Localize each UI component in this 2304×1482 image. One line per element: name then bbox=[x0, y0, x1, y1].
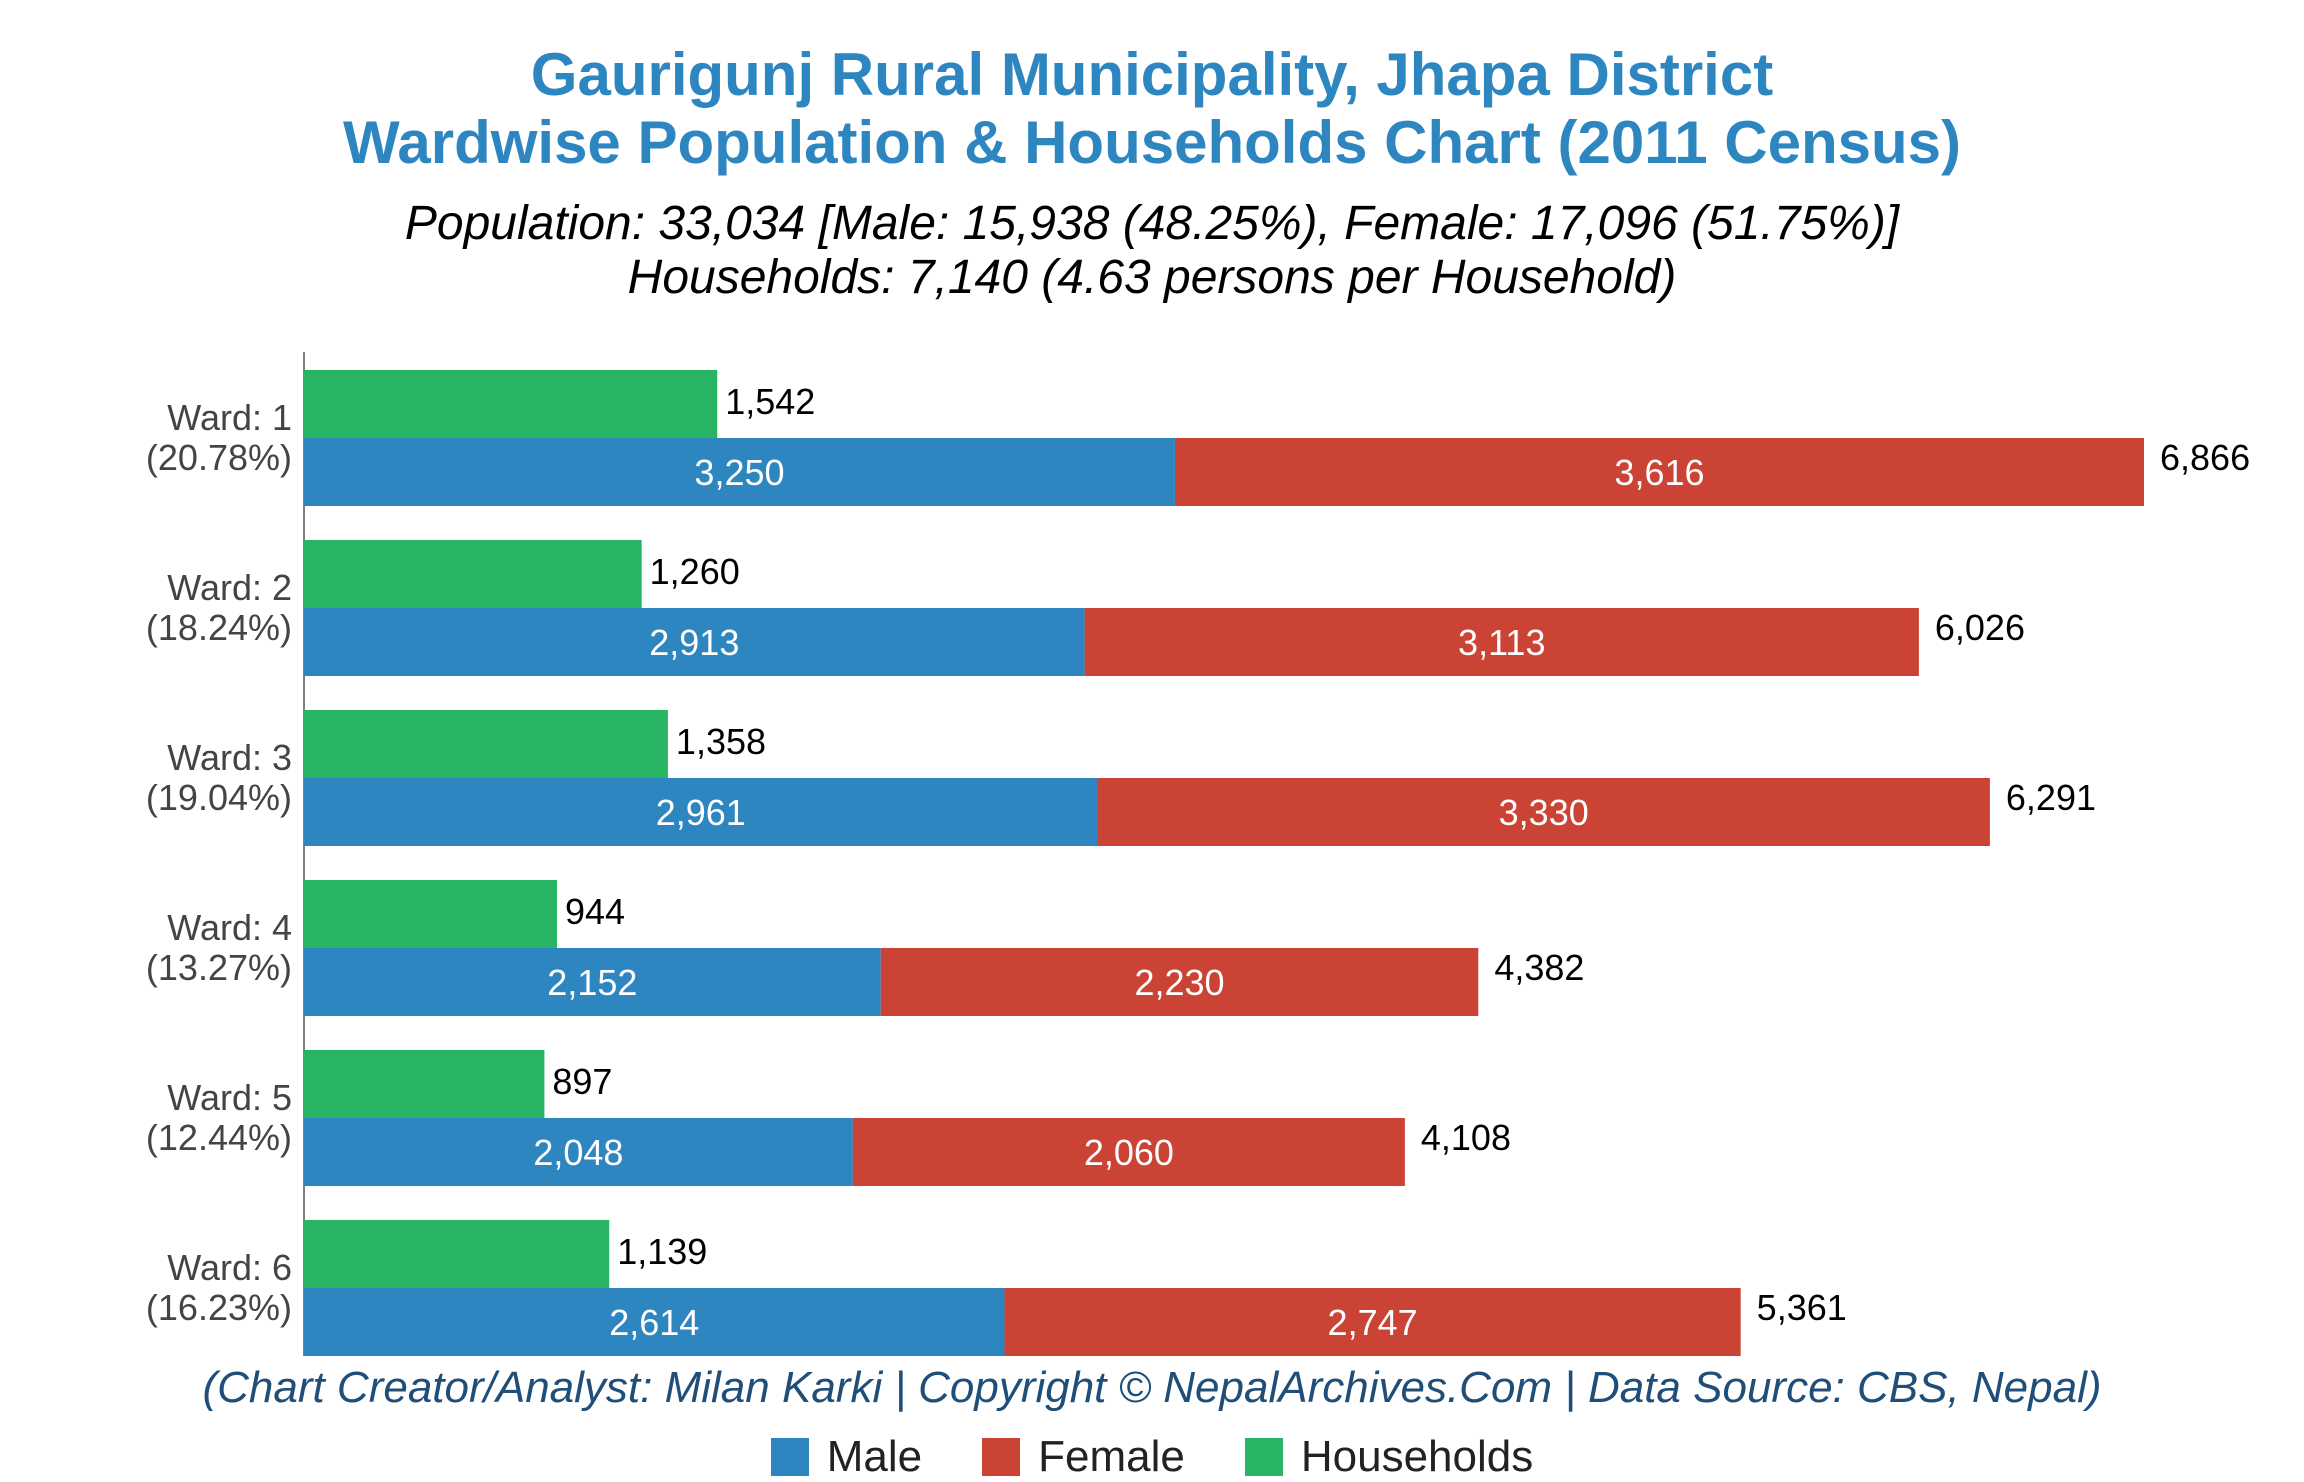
total-value-label: 4,382 bbox=[1494, 947, 1584, 988]
legend-female-label: Female bbox=[1038, 1432, 1185, 1481]
female-bar bbox=[1174, 438, 2144, 506]
households-bar bbox=[304, 1220, 610, 1288]
legend-male-swatch bbox=[770, 1438, 809, 1476]
ward-tick-label: Ward: 1 bbox=[167, 397, 292, 438]
chart-title-line1: Gaurigunj Rural Municipality, Jhapa Dist… bbox=[530, 41, 1774, 108]
households-value-label: 897 bbox=[552, 1061, 612, 1102]
households-value-label: 1,358 bbox=[676, 721, 766, 762]
population-summary: Population: 33,034 [Male: 15,938 (48.25%… bbox=[404, 197, 1900, 250]
female-value-label: 2,747 bbox=[1328, 1302, 1418, 1343]
legend-male: Male bbox=[770, 1432, 923, 1482]
households-value-label: 1,139 bbox=[617, 1231, 707, 1272]
female-bar bbox=[852, 1118, 1405, 1186]
chart-title-line2: Wardwise Population & Households Chart (… bbox=[342, 109, 1962, 176]
households-bar bbox=[304, 880, 557, 948]
ward-share-label: (12.44%) bbox=[146, 1117, 292, 1158]
legend-households: Households bbox=[1244, 1432, 1534, 1482]
female-bar bbox=[1004, 1288, 1741, 1356]
ward-tick-label: Ward: 3 bbox=[167, 737, 292, 778]
male-bar bbox=[304, 1288, 1005, 1356]
ward-share-label: (13.27%) bbox=[146, 947, 292, 988]
female-bar bbox=[1097, 778, 1990, 846]
households-bar bbox=[304, 1050, 545, 1118]
legend-households-swatch bbox=[1244, 1438, 1283, 1476]
total-value-label: 6,026 bbox=[1935, 607, 2025, 648]
ward-tick-label: Ward: 4 bbox=[167, 907, 292, 948]
male-bar bbox=[304, 1118, 853, 1186]
ward-tick-label: Ward: 6 bbox=[167, 1247, 292, 1288]
male-bar bbox=[304, 948, 881, 1016]
households-bar bbox=[304, 540, 642, 608]
legend-households-label: Households bbox=[1300, 1432, 1534, 1481]
female-value-label: 3,330 bbox=[1499, 792, 1589, 833]
households-bar bbox=[304, 710, 668, 778]
total-value-label: 6,291 bbox=[2006, 777, 2096, 818]
ward-share-label: (20.78%) bbox=[146, 437, 292, 478]
female-value-label: 2,230 bbox=[1134, 962, 1224, 1003]
male-value-label: 2,614 bbox=[609, 1302, 699, 1343]
male-value-label: 2,152 bbox=[547, 962, 637, 1003]
ward-share-label: (16.23%) bbox=[146, 1287, 292, 1328]
male-value-label: 2,961 bbox=[656, 792, 746, 833]
chart-legend: Male Female Households bbox=[0, 1432, 2304, 1482]
legend-male-label: Male bbox=[826, 1432, 923, 1481]
legend-female: Female bbox=[982, 1432, 1185, 1482]
ward-population-bar-chart: 1,542 3,250 3,616 6,866 Ward: 1(20.78%) 1,260… bbox=[146, 352, 2250, 1356]
female-value-label: 2,060 bbox=[1084, 1132, 1174, 1173]
ward-share-label: (18.24%) bbox=[146, 607, 292, 648]
ward-tick-label: Ward: 2 bbox=[167, 567, 292, 608]
households-summary: Households: 7,140 (4.63 persons per Hous… bbox=[627, 251, 1677, 304]
households-value-label: 1,542 bbox=[725, 381, 815, 422]
female-value-label: 3,113 bbox=[1458, 622, 1545, 663]
female-value-label: 3,616 bbox=[1614, 452, 1704, 493]
total-value-label: 4,108 bbox=[1421, 1117, 1511, 1158]
households-value-label: 1,260 bbox=[650, 551, 740, 592]
male-value-label: 2,913 bbox=[649, 622, 739, 663]
male-value-label: 2,048 bbox=[533, 1132, 623, 1173]
total-value-label: 6,866 bbox=[2160, 437, 2250, 478]
male-bar bbox=[304, 438, 1175, 506]
households-value-label: 944 bbox=[565, 891, 625, 932]
male-bar bbox=[304, 778, 1098, 846]
male-value-label: 3,250 bbox=[694, 452, 784, 493]
ward-share-label: (19.04%) bbox=[146, 777, 292, 818]
female-bar bbox=[1084, 608, 1919, 676]
total-value-label: 5,361 bbox=[1757, 1287, 1847, 1328]
female-bar bbox=[880, 948, 1479, 1016]
male-bar bbox=[304, 608, 1085, 676]
chart-credit: (Chart Creator/Analyst: Milan Karki | Co… bbox=[202, 1363, 2102, 1412]
households-bar bbox=[304, 370, 718, 438]
ward-tick-label: Ward: 5 bbox=[167, 1077, 292, 1118]
legend-female-swatch bbox=[982, 1438, 1021, 1476]
